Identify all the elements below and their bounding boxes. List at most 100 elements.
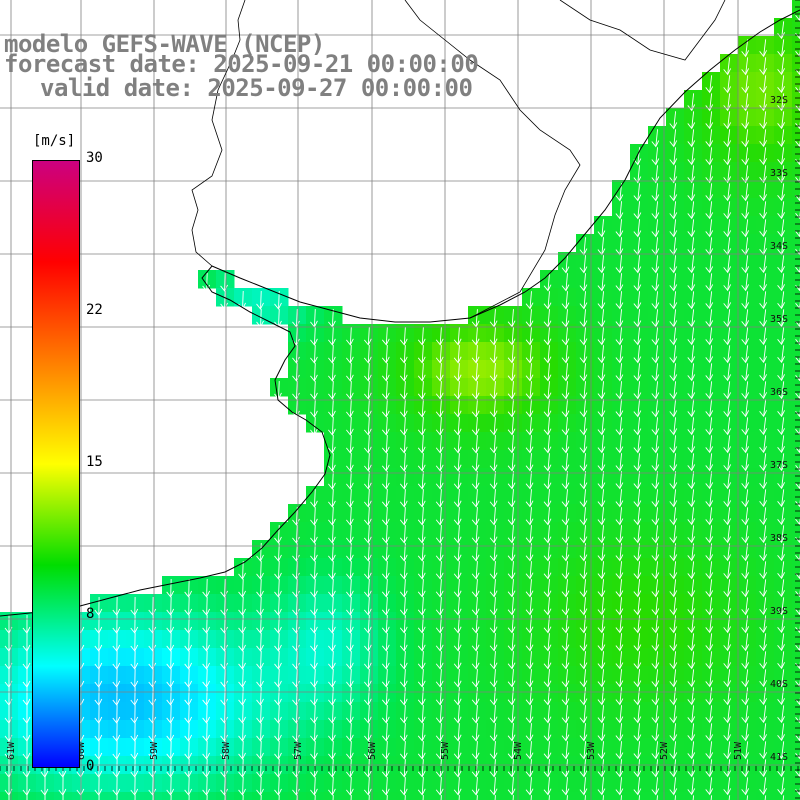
wind-arrow bbox=[615, 525, 624, 544]
wind-arrow bbox=[363, 597, 372, 616]
wind-arrow bbox=[615, 777, 624, 796]
wind-arrow bbox=[777, 39, 785, 58]
wind-arrow bbox=[669, 129, 678, 148]
wind-arrow bbox=[777, 417, 785, 436]
wind-arrow bbox=[471, 651, 480, 670]
wind-arrow bbox=[651, 363, 660, 382]
wind-arrow bbox=[8, 794, 10, 800]
wind-arrow bbox=[399, 525, 408, 544]
wind-arrow bbox=[471, 669, 480, 688]
wind-arrow bbox=[687, 417, 696, 436]
wind-arrow bbox=[453, 651, 462, 670]
wind-arrow bbox=[705, 687, 714, 706]
wind-arrow bbox=[310, 723, 318, 742]
wind-arrow bbox=[435, 435, 444, 454]
wind-arrow bbox=[723, 165, 732, 184]
wind-arrow bbox=[597, 723, 606, 742]
wind-arrow bbox=[615, 741, 624, 760]
wind-arrow bbox=[579, 453, 588, 472]
wind-arrow bbox=[759, 615, 768, 634]
wind-arrow bbox=[741, 273, 750, 292]
wind-arrow bbox=[346, 579, 354, 598]
wind-arrow bbox=[166, 777, 175, 796]
wind-arrow bbox=[543, 633, 552, 652]
wind-arrow bbox=[417, 687, 426, 706]
wind-arrow bbox=[381, 471, 390, 490]
wind-arrow bbox=[381, 651, 390, 670]
wind-arrow bbox=[669, 705, 678, 724]
speed-cell bbox=[792, 594, 800, 613]
wind-arrow bbox=[363, 741, 372, 760]
wind-arrow bbox=[292, 579, 300, 598]
wind-arrow bbox=[399, 687, 408, 706]
wind-arrow bbox=[543, 471, 552, 490]
wind-arrow bbox=[328, 399, 336, 418]
wind-arrow bbox=[759, 741, 768, 760]
wind-arrow bbox=[363, 759, 372, 778]
wind-arrow bbox=[274, 669, 282, 688]
wind-arrow bbox=[471, 345, 480, 364]
wind-arrow bbox=[561, 615, 570, 634]
wind-arrow bbox=[399, 417, 408, 436]
wind-arrow bbox=[489, 345, 498, 364]
wind-arrow bbox=[386, 795, 388, 800]
speed-cell bbox=[792, 216, 800, 235]
wind-arrow bbox=[759, 777, 768, 796]
wind-arrow bbox=[579, 561, 588, 580]
wind-arrow bbox=[656, 795, 659, 800]
wind-arrow bbox=[615, 759, 624, 778]
wind-arrow bbox=[220, 741, 228, 760]
speed-cell bbox=[792, 450, 800, 469]
wind-arrow bbox=[435, 561, 444, 580]
wind-arrow bbox=[453, 561, 462, 580]
wind-arrow bbox=[381, 759, 390, 778]
wind-arrow bbox=[220, 705, 228, 724]
wind-arrow bbox=[435, 507, 444, 526]
wind-arrow bbox=[507, 705, 516, 724]
wind-arrow bbox=[417, 525, 426, 544]
wind-arrow bbox=[561, 705, 570, 724]
wind-arrow bbox=[705, 633, 714, 652]
speed-cell bbox=[792, 90, 800, 109]
wind-arrow bbox=[453, 489, 462, 508]
wind-arrow bbox=[741, 345, 750, 364]
wind-arrow bbox=[728, 795, 731, 800]
wind-arrow bbox=[220, 579, 228, 598]
wind-arrow bbox=[633, 327, 642, 346]
wind-arrow bbox=[543, 327, 552, 346]
wind-arrow bbox=[597, 255, 606, 274]
wind-arrow bbox=[507, 345, 516, 364]
wind-arrow bbox=[579, 255, 588, 274]
wind-arrow bbox=[566, 795, 568, 800]
wind-arrow bbox=[561, 525, 570, 544]
speed-cell bbox=[792, 720, 800, 739]
wind-arrow bbox=[166, 651, 175, 670]
wind-arrow bbox=[381, 381, 390, 400]
wind-arrow bbox=[723, 561, 732, 580]
wind-arrow bbox=[705, 723, 714, 742]
wind-arrow bbox=[525, 705, 534, 724]
wind-arrow bbox=[435, 741, 444, 760]
longitude-label: 57W bbox=[293, 741, 304, 760]
wind-arrow bbox=[381, 363, 390, 382]
wind-arrow bbox=[94, 722, 103, 742]
wind-arrow bbox=[525, 291, 534, 310]
wind-arrow bbox=[346, 363, 354, 382]
wind-arrow bbox=[741, 309, 750, 328]
wind-arrow bbox=[597, 381, 606, 400]
wind-arrow bbox=[363, 705, 372, 724]
wind-arrow bbox=[328, 579, 336, 598]
wind-arrow bbox=[166, 597, 175, 616]
wind-arrow bbox=[615, 435, 624, 454]
wind-arrow bbox=[399, 471, 408, 490]
wind-arrow bbox=[579, 723, 588, 742]
wind-arrow bbox=[399, 705, 408, 724]
wind-arrow bbox=[597, 417, 606, 436]
wind-arrow bbox=[453, 777, 462, 796]
latitude-label: 34S bbox=[770, 241, 788, 252]
wind-arrow bbox=[489, 417, 498, 436]
wind-arrow bbox=[777, 435, 785, 454]
wind-arrow bbox=[310, 687, 318, 706]
wind-arrow bbox=[94, 758, 103, 778]
